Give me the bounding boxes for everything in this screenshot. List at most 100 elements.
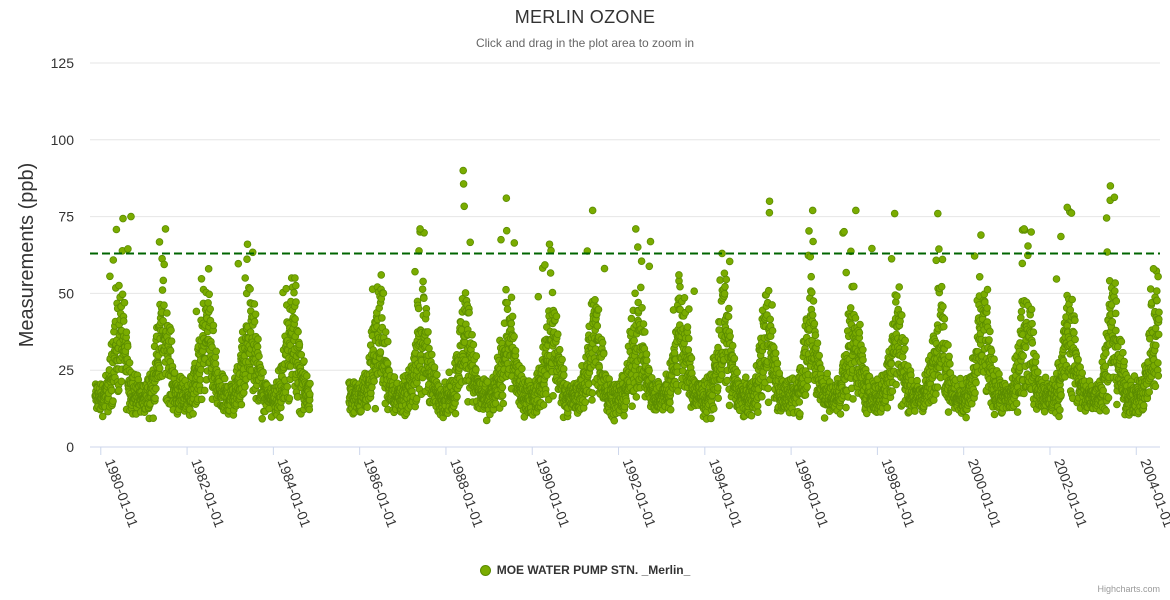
y-tick-label: 125 bbox=[51, 55, 75, 71]
scatter-point bbox=[120, 298, 129, 307]
scatter-point bbox=[809, 237, 817, 246]
scatter-point bbox=[670, 349, 679, 357]
scatter-point bbox=[376, 348, 385, 356]
scatter-point bbox=[945, 352, 953, 361]
scatter-point bbox=[647, 373, 656, 382]
scatter-point bbox=[285, 394, 294, 403]
scatter-point bbox=[1027, 305, 1036, 314]
scatter-point bbox=[685, 305, 693, 313]
scatter-point bbox=[836, 410, 845, 418]
scatter-point bbox=[167, 326, 175, 335]
scatter-point bbox=[975, 272, 984, 281]
scatter-point bbox=[810, 319, 819, 328]
scatter-point bbox=[241, 274, 250, 282]
scatter-point bbox=[851, 314, 860, 322]
scatter-point bbox=[971, 389, 979, 397]
scatter-point bbox=[820, 414, 829, 422]
scatter-point bbox=[1040, 407, 1049, 416]
scatter-point bbox=[276, 413, 284, 422]
x-tick-label: 1984-01-01 bbox=[275, 457, 315, 530]
scatter-point bbox=[460, 202, 469, 211]
scatter-point bbox=[995, 370, 1003, 378]
scatter-point bbox=[559, 371, 568, 379]
scatter-point bbox=[817, 364, 825, 373]
scatter-point bbox=[808, 311, 817, 319]
scatter-point bbox=[813, 339, 822, 347]
scatter-point bbox=[418, 285, 427, 294]
scatter-point bbox=[425, 344, 433, 353]
y-tick-label: 0 bbox=[66, 439, 74, 455]
scatter-point bbox=[197, 395, 206, 404]
scatter-point bbox=[628, 402, 636, 411]
scatter-point bbox=[939, 302, 947, 311]
scatter-point bbox=[892, 380, 900, 389]
scatter-point bbox=[123, 342, 132, 351]
scatter-point bbox=[1041, 373, 1050, 382]
scatter-point bbox=[107, 386, 116, 395]
scatter-point bbox=[897, 311, 906, 320]
scatter-point bbox=[932, 256, 940, 265]
scatter-point bbox=[163, 309, 171, 317]
x-tick-label: 2000-01-01 bbox=[965, 457, 1005, 530]
scatter-point bbox=[775, 369, 784, 378]
scatter-point bbox=[510, 332, 518, 341]
scatter-point bbox=[558, 355, 566, 364]
x-tick-label: 2002-01-01 bbox=[1051, 457, 1091, 530]
scatter-point bbox=[859, 356, 867, 364]
scatter-point bbox=[295, 340, 304, 349]
scatter-point bbox=[159, 316, 167, 325]
scatter-point bbox=[638, 303, 646, 312]
scatter-point bbox=[764, 286, 773, 295]
scatter-point bbox=[115, 386, 123, 395]
scatter-point bbox=[291, 315, 299, 323]
scatter-point bbox=[412, 394, 421, 403]
scatter-point bbox=[511, 346, 520, 355]
scatter-point bbox=[588, 389, 597, 397]
scatter-point bbox=[630, 336, 638, 345]
scatter-point bbox=[197, 274, 206, 283]
scatter-point bbox=[720, 269, 729, 278]
scatter-point bbox=[305, 390, 314, 399]
scatter-point bbox=[728, 341, 737, 350]
scatter-point bbox=[725, 401, 734, 410]
scatter-point bbox=[469, 340, 478, 349]
scatter-point bbox=[98, 412, 107, 421]
scatter-point bbox=[1029, 328, 1038, 337]
scatter-point bbox=[125, 358, 134, 367]
scatter-point bbox=[803, 382, 811, 391]
scatter-point bbox=[944, 341, 952, 349]
scatter-point bbox=[842, 268, 850, 277]
scatter-point bbox=[721, 282, 729, 291]
scatter-point bbox=[1020, 389, 1028, 398]
scatter-point bbox=[200, 386, 209, 395]
scatter-point bbox=[119, 317, 128, 325]
scatter-point bbox=[1021, 343, 1030, 352]
scatter-point bbox=[117, 377, 126, 386]
scatter-point bbox=[283, 382, 292, 391]
scatter-point bbox=[690, 287, 698, 296]
scatter-point bbox=[548, 288, 557, 297]
scatter-point bbox=[935, 245, 943, 253]
y-tick-label: 100 bbox=[51, 132, 75, 148]
scatter-point bbox=[771, 349, 780, 357]
scatter-point bbox=[666, 398, 674, 407]
scatter-point bbox=[633, 243, 642, 251]
scatter-point bbox=[764, 398, 773, 407]
scatter-point bbox=[795, 398, 804, 406]
scatter-point bbox=[461, 289, 470, 297]
scatter-point bbox=[933, 383, 942, 392]
x-tick-label: 2004-01-01 bbox=[1137, 457, 1170, 530]
scatter-point bbox=[1056, 406, 1064, 414]
scatter-point bbox=[684, 346, 693, 354]
scatter-point bbox=[246, 285, 254, 293]
scatter-point bbox=[709, 404, 718, 413]
scatter-point bbox=[722, 275, 731, 284]
scatter-point bbox=[553, 330, 562, 339]
scatter-point bbox=[109, 256, 118, 264]
scatter-point bbox=[158, 286, 167, 294]
scatter-point bbox=[302, 372, 311, 380]
scatter-point bbox=[887, 254, 896, 263]
scatter-point bbox=[155, 364, 164, 373]
scatter-point bbox=[518, 364, 526, 373]
